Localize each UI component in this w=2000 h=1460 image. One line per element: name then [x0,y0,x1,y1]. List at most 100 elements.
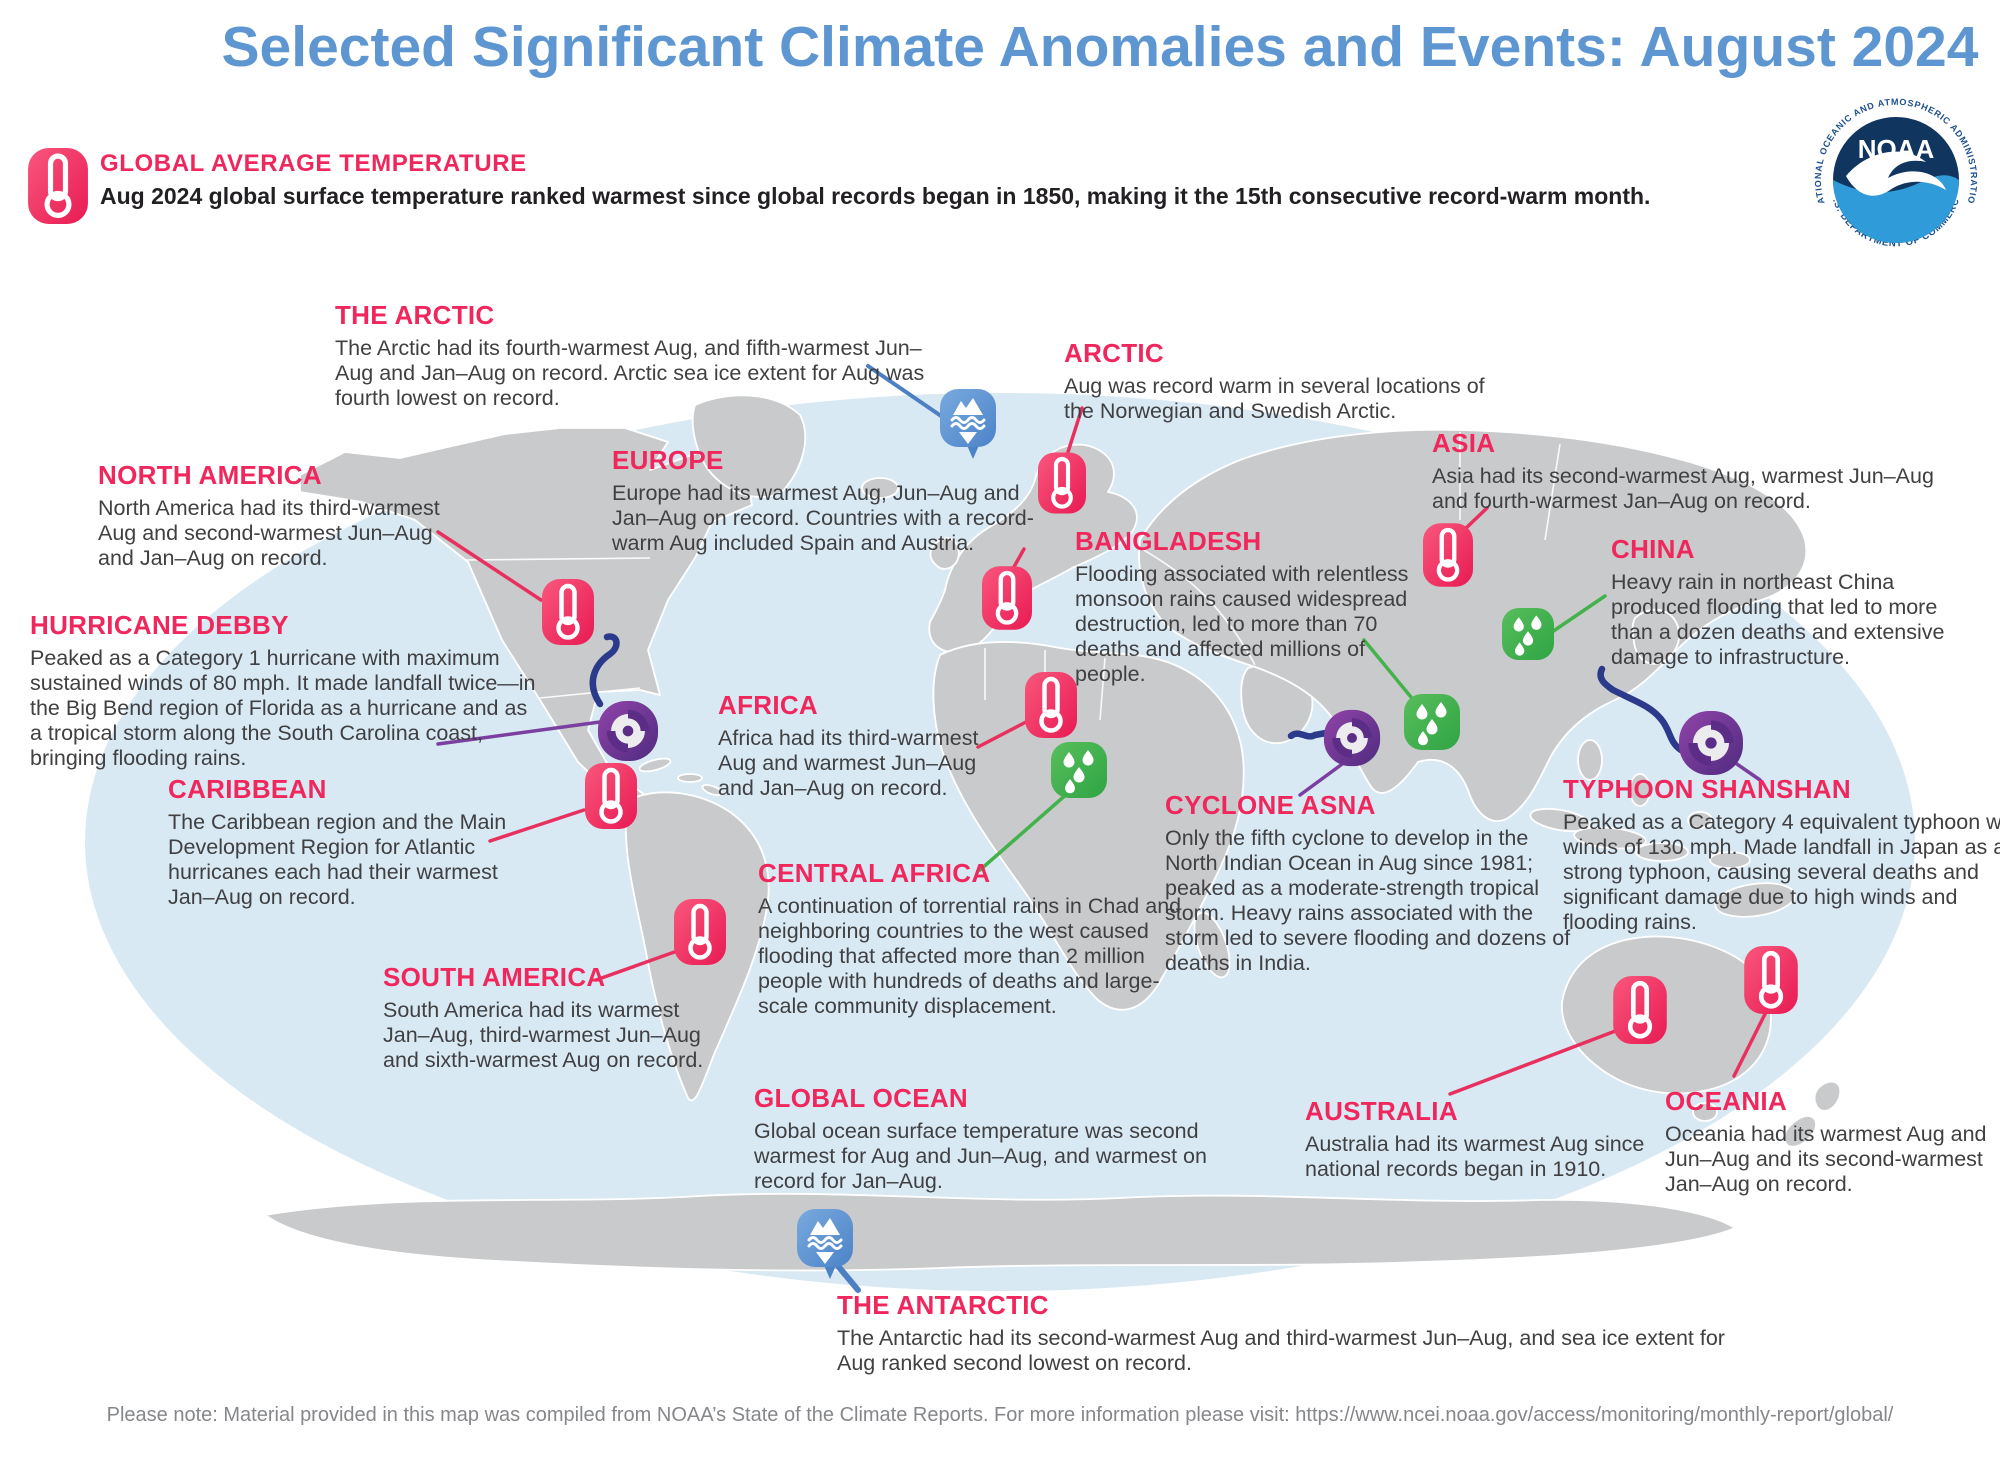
continent-greenland [691,394,807,498]
leader-asia [1462,506,1489,532]
annotation-cyclone-asna: CYCLONE ASNA Only the fifth cyclone to d… [1165,790,1585,976]
continent-antarctica [264,1192,1736,1272]
annotation-title: HURRICANE DEBBY [30,610,289,640]
annotation-australia: AUSTRALIA Australia had its warmest Aug … [1305,1096,1670,1182]
leader-north-america [436,530,543,602]
annotation-arctic: ARCTIC Aug was record warm in several lo… [1064,338,1494,424]
annotation-the-antarctic: THE ANTARCTIC The Antarctic had its seco… [837,1290,1742,1376]
annotation-title: GLOBAL OCEAN [754,1083,969,1113]
annotation-title: ASIA [1432,428,1496,458]
island-new-guinea [1714,882,1796,918]
annotation-text: The Arctic had its fourth-warmest Aug, a… [335,336,925,410]
thermometer-icon-australia [1613,976,1667,1044]
annotation-text: Australia had its warmest Aug since nati… [1305,1132,1645,1181]
island-madagascar [1193,911,1231,979]
footer-note: Please note: Material provided in this m… [106,1404,1894,1426]
annotation-text: Only the fifth cyclone to develop in the… [1165,826,1571,975]
annotation-text: Europe had its warmest Aug, Jun–Aug and … [612,481,1034,555]
annotation-north-america: NORTH AMERICA North America had its thir… [98,460,468,571]
annotation-text: Heavy rain in northeast China produced f… [1611,570,1945,669]
leader-australia [1448,1028,1620,1096]
leader-oceania [1732,1006,1770,1078]
annotation-title: SOUTH AMERICA [383,962,606,992]
island-iceland [861,477,899,499]
annotation-title: CENTRAL AFRICA [758,858,991,888]
leader-cyclone-asna [1298,760,1347,797]
cyclone-icon-hurricane-debby [597,700,659,762]
annotation-title: EUROPE [612,445,724,475]
annotation-text: Global ocean surface temperature was sec… [754,1119,1207,1193]
annotation-text: Aug was record warm in several locations… [1064,374,1485,423]
leader-arctic [1066,406,1084,454]
thermometer-icon-north-america [542,579,594,645]
annotation-text: The Caribbean region and the Main Develo… [168,810,507,909]
noaa-acronym: NOAA [1858,134,1935,164]
annotation-central-africa: CENTRAL AFRICA A continuation of torrent… [758,858,1198,1019]
annotation-title: ARCTIC [1064,338,1165,368]
annotation-text: The Antarctic had its second-warmest Aug… [837,1326,1725,1375]
leader-the-arctic [866,364,946,420]
annotation-text: A continuation of torrential rains in Ch… [758,894,1182,1018]
annotation-south-america: SOUTH AMERICA South America had its warm… [383,962,728,1073]
thermometer-icon-global-header [28,148,88,224]
annotation-title: THE ARCTIC [335,300,495,330]
thermometer-icon-caribbean [585,763,637,829]
annotation-text: Peaked as a Category 4 equivalent typhoo… [1563,810,2000,934]
annotation-title: AFRICA [718,690,819,720]
leader-central-africa [978,791,1070,872]
noaa-bird-icon [1846,151,1946,196]
annotation-title: CYCLONE ASNA [1165,790,1376,820]
annotation-title: TYPHOON SHANSHAN [1563,774,1851,804]
annotation-text: South America had its warmest Jan–Aug, t… [383,998,704,1072]
leader-the-antarctic [835,1263,861,1293]
leader-china [1550,594,1607,634]
continent-asia [1138,428,1808,822]
annotation-the-arctic: THE ARCTIC The Arctic had its fourth-war… [335,300,925,411]
leader-caribbean [488,808,586,843]
raindrops-icon-bangladesh [1404,694,1460,750]
annotation-text: Oceania had its warmest Aug and Jun–Aug … [1665,1122,1987,1196]
global-average-temperature-label: GLOBAL AVERAGE TEMPERATURE [100,150,527,177]
island-uk [929,537,960,570]
annotation-africa: AFRICA Africa had its third-warmest Aug … [718,690,1013,801]
annotation-asia: ASIA Asia had its second-warmest Aug, wa… [1432,428,1952,514]
leader-africa [976,720,1028,749]
noaa-logo: NATIONAL OCEANIC AND ATMOSPHERIC ADMINIS… [1812,96,1980,264]
annotation-title: NORTH AMERICA [98,460,322,490]
global-average-temperature-text: Aug 2024 global surface temperature rank… [100,183,1651,209]
leader-south-america [594,948,682,982]
annotation-bangladesh: BANGLADESH Flooding associated with rele… [1075,526,1433,687]
annotation-typhoon-shanshan: TYPHOON SHANSHAN Peaked as a Category 4 … [1563,774,2000,935]
annotation-text: Asia had its second-warmest Aug, warmest… [1432,464,1934,513]
cyclone-icon-asna [1323,709,1381,767]
annotation-caribbean: CARIBBEAN The Caribbean region and the M… [168,774,513,910]
map-continents [264,394,1842,1272]
annotation-china: CHINA Heavy rain in northeast China prod… [1611,534,1976,670]
annotation-title: AUSTRALIA [1305,1096,1458,1126]
raindrops-icon-central-africa [1051,742,1107,798]
island-tasmania [1692,1102,1718,1122]
page-title: Selected Significant Climate Anomalies a… [221,15,1979,79]
annotation-title: THE ANTARCTIC [837,1290,1049,1320]
annotation-text: Peaked as a Category 1 hurricane with ma… [30,646,536,770]
storm-track-debby [589,633,620,708]
island-japan [1631,608,1681,665]
annotation-title: OCEANIA [1665,1086,1787,1116]
thermometer-icon-south-america [674,899,726,965]
annotation-title: BANGLADESH [1075,526,1262,556]
continent-africa [932,641,1245,1011]
leader-bangladesh [1362,638,1422,710]
continent-north-america [299,427,753,806]
annotation-europe: EUROPE Europe had its warmest Aug, Jun–A… [612,445,1060,556]
annotation-hurricane-debby: HURRICANE DEBBY Peaked as a Category 1 h… [30,610,545,771]
thermometer-icon-oceania [1744,946,1798,1014]
annotation-oceania: OCEANIA Oceania had its warmest Aug and … [1665,1086,1995,1197]
leader-hurricane-debby [436,720,602,746]
storm-track-shanshan [1597,665,1685,754]
annotation-text: Flooding associated with relentless mons… [1075,562,1409,686]
annotation-global-ocean: GLOBAL OCEAN Global ocean surface temper… [754,1083,1219,1194]
annotation-text: Africa had its third-warmest Aug and war… [718,726,979,800]
thermometer-icon-europe [982,566,1032,629]
